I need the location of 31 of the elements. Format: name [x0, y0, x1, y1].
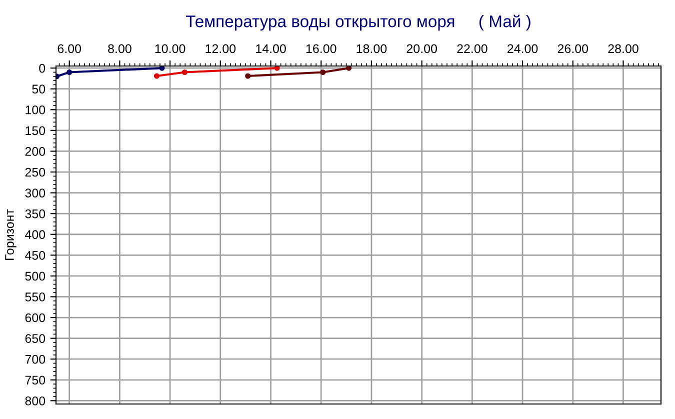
x-tick-label: 20.00: [406, 44, 437, 54]
y-tick-label: 750: [25, 376, 46, 385]
x-tick-label: 26.00: [558, 44, 588, 54]
y-tick-label: 300: [25, 188, 46, 198]
y-tick-label: 700: [25, 354, 46, 364]
y-tick-label: 650: [25, 334, 46, 343]
x-tick-label: 8.00: [108, 44, 132, 54]
x-tick-label: 28.00: [608, 44, 638, 54]
y-tick-label: 450: [25, 250, 46, 260]
y-tick-label: 250: [25, 168, 46, 177]
x-tick-label: 18.00: [356, 44, 387, 54]
x-tick-label: 10.00: [155, 44, 186, 54]
x-tick-label: 22.00: [457, 44, 488, 54]
y-tick-label: 400: [25, 230, 46, 240]
y-tick-label: 100: [26, 105, 46, 114]
x-tick-label: 24.00: [508, 44, 538, 54]
y-tick-label: 550: [25, 292, 46, 302]
y-tick-label: 50: [32, 84, 46, 94]
y-tick-label: 150: [26, 126, 46, 136]
x-tick-label: 16.00: [306, 44, 336, 54]
y-tick-label: 600: [25, 313, 46, 322]
y-tick-label: 200: [25, 147, 46, 156]
x-tick-label: 12.00: [206, 44, 236, 54]
y-tick-label: 0: [39, 64, 46, 73]
y-tick-label: 350: [25, 209, 46, 218]
y-tick-label: 800: [25, 396, 46, 406]
y-axis-title: Горизонт: [5, 209, 16, 260]
x-tick-label: 6.00: [58, 44, 82, 54]
x-tick-label: 14.00: [256, 44, 286, 54]
chart-title: Температура воды открытого моря ( Май ): [186, 14, 530, 31]
y-tick-label: 500: [25, 272, 46, 281]
